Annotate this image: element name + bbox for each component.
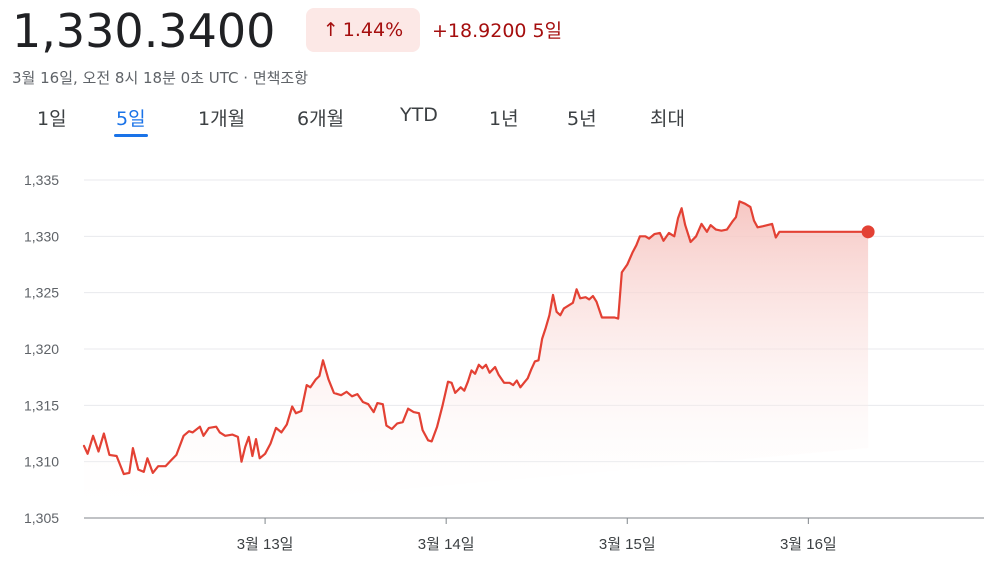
x-tick-label: 3월 16일: [780, 536, 837, 553]
percent-change-value: 1.44%: [342, 19, 404, 41]
tab-1-day[interactable]: 1일: [37, 108, 67, 130]
change-period-label: 5일: [532, 20, 563, 42]
y-tick-label: 1,305: [24, 510, 59, 526]
x-tick-label: 3월 15일: [599, 536, 656, 553]
absolute-change-value: +18.9200: [432, 20, 527, 42]
percent-change-badge: ↑ 1.44%: [306, 8, 420, 52]
tab-6-month[interactable]: 6개월: [297, 108, 345, 130]
price-value: 1,330.3400: [12, 4, 276, 58]
arrow-up-icon: ↑: [322, 19, 339, 41]
y-axis-ticks: 1,305 1,310 1,315 1,320 1,325 1,330 1,335: [24, 172, 59, 526]
price-chart[interactable]: 1,305 1,310 1,315 1,320 1,325 1,330 1,335 3월 1…: [0, 160, 996, 558]
chart-area: [84, 201, 869, 518]
absolute-change: +18.9200 5일: [432, 16, 562, 43]
y-tick-label: 1,330: [24, 228, 59, 244]
y-tick-label: 1,320: [24, 341, 59, 357]
tab-max[interactable]: 최대: [650, 108, 685, 130]
x-tick-label: 3월 13일: [237, 536, 294, 553]
timestamp-disclaimer[interactable]: 3월 16일, 오전 8시 18분 0초 UTC · 면책조항: [12, 69, 309, 87]
last-point-marker: [861, 225, 875, 239]
y-tick-label: 1,325: [24, 285, 59, 301]
last-point-layer: [861, 225, 875, 239]
tab-1-month[interactable]: 1개월: [198, 108, 246, 130]
area-fill: [84, 201, 869, 518]
y-tick-label: 1,315: [24, 397, 59, 413]
y-tick-label: 1,335: [24, 172, 59, 188]
x-tick-label: 3월 14일: [418, 536, 475, 553]
y-tick-label: 1,310: [24, 454, 59, 470]
range-tabs: 1일 5일 1개월 6개월 YTD 1년 5년 최대: [0, 104, 996, 144]
tab-5-year[interactable]: 5년: [567, 108, 597, 130]
series-line: [82, 200, 870, 476]
chart-svg[interactable]: 1,305 1,310 1,315 1,320 1,325 1,330 1,335 3월 1…: [0, 160, 996, 558]
tab-ytd[interactable]: YTD: [400, 104, 438, 126]
x-axis: 3월 13일 3월 14일 3월 15일 3월 16일: [84, 517, 984, 553]
tab-1-year[interactable]: 1년: [489, 108, 519, 130]
tab-5-day[interactable]: 5일: [114, 104, 148, 137]
chart-line: [82, 200, 870, 476]
